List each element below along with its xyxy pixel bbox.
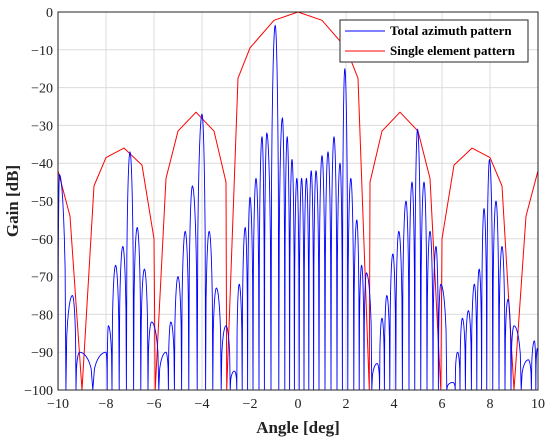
x-tick-label: 4 [391,397,398,412]
legend-box [339,19,529,63]
y-axis-label: Gain [dB] [3,165,22,237]
y-tick-label: −10 [31,44,53,59]
x-tick-label: 10 [531,397,545,412]
legend-label-single: Single element pattern [390,43,516,58]
x-tick-label: 6 [439,397,446,412]
tick-labels: −10 −8 −6 −4 −2 0 2 4 6 8 100−10−20−30−40−50−60−70… [24,6,545,412]
x-tick-label: −10 [47,397,69,412]
x-tick-label: 8 [487,397,494,412]
y-tick-label: −100 [24,384,53,399]
series-single-element [58,12,538,390]
y-tick-label: −20 [31,82,53,97]
y-tick-label: −60 [31,233,53,248]
y-tick-label: −80 [31,308,53,323]
y-tick-label: −30 [31,119,53,134]
x-tick-label: −6 [147,397,162,412]
series-layer [58,12,538,390]
legend: Total azimuth pattern Single element pat… [339,19,529,63]
x-tick-label: −8 [99,397,114,412]
y-tick-label: −70 [31,271,53,286]
y-tick-label: 0 [46,6,53,21]
legend-label-total: Total azimuth pattern [390,23,512,38]
x-tick-label: 2 [343,397,350,412]
x-tick-label: −4 [195,397,210,412]
x-axis-label: Angle [deg] [256,418,340,437]
plot-frame [57,11,539,391]
y-tick-label: −50 [31,195,53,210]
x-tick-label: −2 [243,397,258,412]
x-tick-label: 0 [295,397,302,412]
y-tick-label: −90 [31,346,53,361]
y-tick-label: −40 [31,157,53,172]
